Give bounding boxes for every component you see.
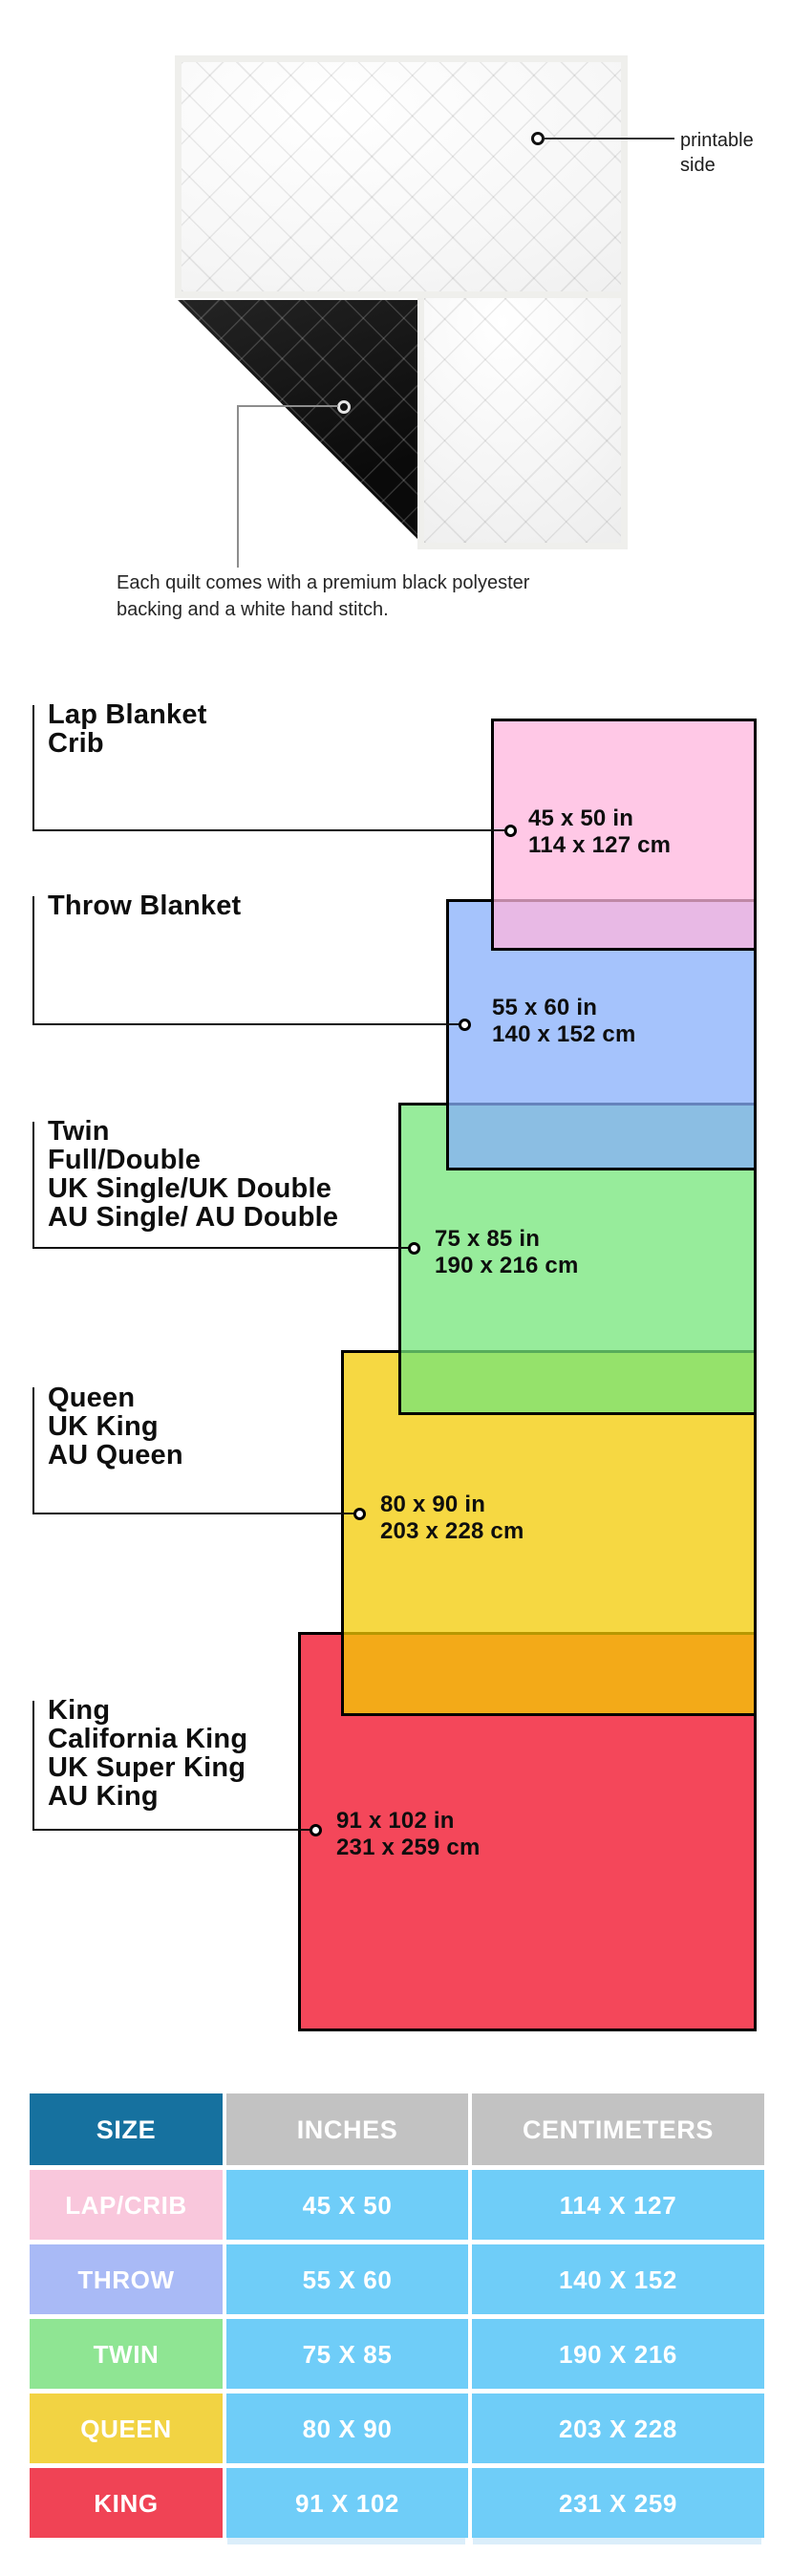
- size-labels-queen: Queen UK King AU Queen: [48, 1384, 183, 1470]
- size-centimeters: 114 x 127 cm: [528, 832, 672, 858]
- quilt-caption: Each quilt comes with a premium black po…: [117, 569, 529, 623]
- size-table: SIZE INCHES CENTIMETERS LAP/CRIB 45 X 50…: [30, 2093, 764, 2538]
- size-label-line: UK Super King: [48, 1752, 246, 1783]
- size-centimeters: 190 x 216 cm: [435, 1253, 579, 1278]
- size-marker-dot: [353, 1508, 366, 1520]
- size-label-line: AU King: [48, 1781, 159, 1812]
- size-label-line: California King: [48, 1724, 248, 1754]
- size-inches: 91 x 102 in: [336, 1808, 455, 1834]
- quilt-printable-side-image: [175, 55, 628, 298]
- table-cell-centimeters: 190 X 216: [472, 2319, 764, 2389]
- size-dimensions-throw: 55 x 60 in 140 x 152 cm: [492, 995, 636, 1048]
- size-centimeters: 203 x 228 cm: [380, 1518, 524, 1544]
- size-label-line: Twin: [48, 1116, 110, 1147]
- table-row-label: THROW: [30, 2244, 223, 2314]
- size-label-line: Full/Double: [48, 1145, 202, 1175]
- size-labels-twin: Twin Full/Double UK Single/UK Double AU …: [48, 1117, 338, 1232]
- size-inches: 75 x 85 in: [435, 1226, 541, 1252]
- size-label-line: UK Single/UK Double: [48, 1173, 332, 1204]
- size-marker-dot: [310, 1824, 322, 1836]
- leader-line: [32, 829, 504, 831]
- table-cell-inches: 91 X 102: [226, 2468, 468, 2538]
- printable-side-label-line2: side: [680, 155, 716, 176]
- size-marker-dot: [459, 1019, 471, 1031]
- table-cell-centimeters: 203 X 228: [472, 2394, 764, 2463]
- quilt-printable-side-image-column: [417, 298, 628, 549]
- leader-line: [32, 1701, 34, 1831]
- size-dimensions-lap-crib: 45 x 50 in 114 x 127 cm: [528, 805, 671, 859]
- table-header-centimeters: CENTIMETERS: [472, 2093, 764, 2165]
- size-centimeters: 140 x 152 cm: [492, 1021, 636, 1047]
- size-dimensions-twin: 75 x 85 in 190 x 216 cm: [435, 1226, 579, 1279]
- size-dimensions-king: 91 x 102 in 231 x 259 cm: [336, 1808, 481, 1861]
- size-dimensions-queen: 80 x 90 in 203 x 228 cm: [380, 1492, 524, 1545]
- size-rect-lap-crib: [491, 719, 757, 951]
- size-label-line: AU Single/ AU Double: [48, 1202, 339, 1233]
- size-labels-king: King California King UK Super King AU Ki…: [48, 1696, 247, 1811]
- leader-line: [32, 705, 34, 831]
- size-label-line: King: [48, 1695, 111, 1726]
- size-label-line: Queen: [48, 1383, 136, 1413]
- printable-side-marker-dot: [531, 132, 545, 145]
- printable-side-label: printable side: [680, 128, 754, 178]
- size-labels-throw: Throw Blanket: [48, 891, 241, 920]
- table-row-label: QUEEN: [30, 2394, 223, 2463]
- size-labels-lap-crib: Lap Blanket Crib: [48, 700, 207, 758]
- table-row-label: TWIN: [30, 2319, 223, 2389]
- quilt-black-backing-fold: [178, 300, 417, 539]
- table-shadow-strip: [473, 2538, 761, 2544]
- printable-side-label-line1: printable: [680, 130, 754, 151]
- size-label-line: UK King: [48, 1411, 159, 1442]
- table-cell-inches: 80 X 90: [226, 2394, 468, 2463]
- table-cell-inches: 45 X 50: [226, 2170, 468, 2240]
- table-cell-inches: 55 X 60: [226, 2244, 468, 2314]
- size-inches: 55 x 60 in: [492, 995, 598, 1020]
- leader-line: [32, 1122, 34, 1249]
- leader-line: [32, 1247, 414, 1249]
- table-row-label: LAP/CRIB: [30, 2170, 223, 2240]
- quilt-caption-line2: backing and a white hand stitch.: [117, 599, 389, 620]
- leader-line: [32, 1829, 315, 1831]
- table-cell-centimeters: 140 X 152: [472, 2244, 764, 2314]
- size-marker-dot: [504, 825, 517, 837]
- leader-line: [32, 896, 34, 1025]
- table-cell-inches: 75 X 85: [226, 2319, 468, 2389]
- quilt-caption-line1: Each quilt comes with a premium black po…: [117, 572, 530, 593]
- leader-line: [32, 1023, 462, 1025]
- black-backing-leader-line-vertical: [237, 405, 239, 568]
- table-cell-centimeters: 231 X 259: [472, 2468, 764, 2538]
- table-shadow-strip: [227, 2538, 465, 2544]
- size-marker-dot: [408, 1242, 420, 1255]
- leader-line: [32, 1387, 34, 1514]
- table-header-inches: INCHES: [226, 2093, 468, 2165]
- size-label-line: Crib: [48, 728, 104, 759]
- size-label-line: AU Queen: [48, 1440, 183, 1470]
- size-inches: 80 x 90 in: [380, 1492, 486, 1517]
- table-row-label: KING: [30, 2468, 223, 2538]
- table-header-size: SIZE: [30, 2093, 223, 2165]
- size-label-line: Lap Blanket: [48, 699, 207, 730]
- black-backing-leader-line-horizontal: [237, 405, 338, 407]
- size-inches: 45 x 50 in: [528, 805, 634, 831]
- size-label-line: Throw Blanket: [48, 891, 242, 921]
- printable-side-leader-line: [545, 138, 674, 140]
- size-centimeters: 231 x 259 cm: [336, 1835, 481, 1860]
- table-cell-centimeters: 114 X 127: [472, 2170, 764, 2240]
- black-backing-marker-dot: [337, 400, 351, 414]
- leader-line: [32, 1513, 359, 1514]
